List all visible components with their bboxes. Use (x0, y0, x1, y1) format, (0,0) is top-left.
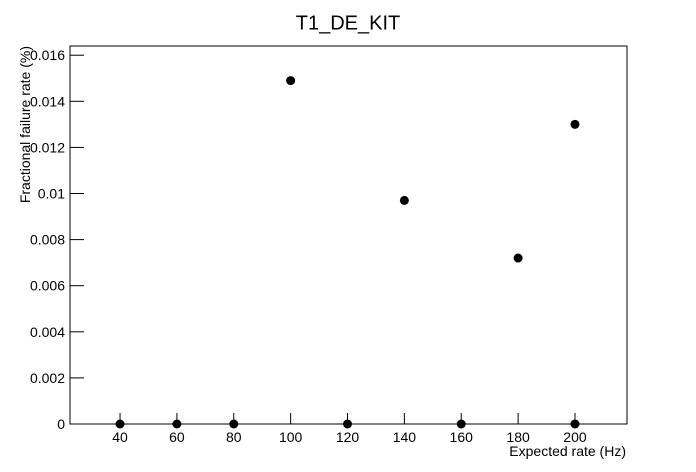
point (172, 419, 182, 429)
x-tick-label: 120 (336, 429, 360, 445)
point (570, 419, 580, 429)
point (286, 76, 296, 86)
x-tick-label: 180 (506, 429, 530, 445)
y-tick-label: 0.016 (30, 47, 65, 63)
y-tick-label: 0.012 (30, 139, 65, 155)
point (456, 419, 466, 429)
y-axis-label: Fractional failure rate (%) (17, 46, 33, 203)
x-tick-label: 140 (393, 429, 417, 445)
point (399, 195, 409, 205)
y-tick-label: 0.004 (30, 324, 65, 340)
x-tick-label: 60 (169, 429, 185, 445)
point (513, 253, 523, 263)
y-tick-label: 0.006 (30, 278, 65, 294)
chart-title: T1_DE_KIT (296, 12, 400, 34)
x-tick-label: 200 (563, 429, 587, 445)
y-tick-label: 0.008 (30, 232, 65, 248)
y-tick-label: 0.01 (38, 186, 65, 202)
x-tick-label: 40 (112, 429, 128, 445)
y-tick-label: 0 (57, 416, 65, 432)
x-tick-label: 100 (279, 429, 303, 445)
point (343, 419, 353, 429)
point (115, 419, 125, 429)
point (570, 119, 580, 129)
x-axis-label: Expected rate (Hz) (509, 443, 626, 459)
point (229, 419, 239, 429)
x-tick-label: 80 (226, 429, 242, 445)
x-tick-label: 160 (450, 429, 474, 445)
y-tick-label: 0.014 (30, 93, 65, 109)
y-tick-label: 0.002 (30, 370, 65, 386)
